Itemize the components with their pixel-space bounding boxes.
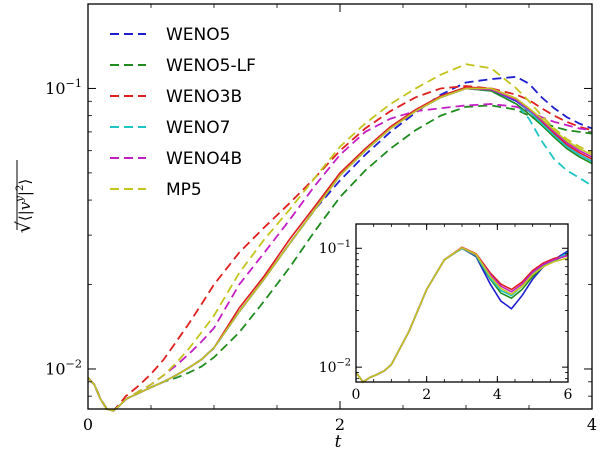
legend-label-weno5-lf: WENO5-LF xyxy=(166,56,256,76)
main-series-group xyxy=(87,63,593,412)
main-y-tick-label-base: 10 xyxy=(45,79,65,98)
legend-label-weno5: WENO5 xyxy=(166,25,230,45)
y-axis-label-open: ⟨| xyxy=(16,210,34,221)
series-dashed-weno5-lf xyxy=(87,104,593,412)
x-axis-label: t xyxy=(335,432,342,452)
y-axis-label-sup-y: y xyxy=(15,196,26,203)
y-axis-label-sup-2: 2 xyxy=(15,185,26,191)
series-dashed-mp5 xyxy=(87,63,593,412)
inset-x-tick-label: 6 xyxy=(564,387,573,403)
y-axis-label-text: √⟨|vy|2⟩ xyxy=(13,179,35,233)
y-axis-label-end: ⟩ xyxy=(16,179,34,185)
inset-x-tick-label: 0 xyxy=(352,387,361,403)
main-axes: 0 2 410−210−1 xyxy=(45,3,597,434)
inset-y-tick-label: 10−1 xyxy=(319,239,351,257)
main-y-tick-label-exp: −1 xyxy=(66,77,83,90)
inset-y-tick-label-base: 10 xyxy=(319,360,337,376)
inset-x-tick-label: 4 xyxy=(493,387,502,403)
main-x-tick-label: 2 xyxy=(335,415,345,434)
y-axis-label: √⟨|vy|2⟩ xyxy=(13,160,35,233)
inset-x-tick-label: 2 xyxy=(422,387,431,403)
legend-label-weno4b: WENO4B xyxy=(166,149,242,169)
main-y-tick-label: 10−2 xyxy=(45,357,82,378)
inset-y-tick-label-exp: −2 xyxy=(337,358,351,369)
inset-background xyxy=(354,224,568,382)
legend-label-weno7: WENO7 xyxy=(166,118,230,138)
main-y-tick-label: 10−1 xyxy=(45,77,82,98)
inset-y-tick-label-exp: −1 xyxy=(337,239,351,250)
main-x-tick-label: 0 xyxy=(83,415,93,434)
main-x-tick-label: 4 xyxy=(587,415,597,434)
inset-axes: 0 2 4 610−210−1 xyxy=(319,223,573,403)
y-axis-label-close: | xyxy=(16,191,34,196)
y-axis-label-radical: √ xyxy=(13,220,35,233)
legend-label-weno3b: WENO3B xyxy=(166,87,242,107)
legend: WENO5 WENO5-LF WENO3B WENO7 WENO4B MP5 xyxy=(110,25,256,200)
inset-y-tick-label-base: 10 xyxy=(319,241,337,257)
inset-series-mp5 xyxy=(355,246,569,384)
main-y-tick-label-base: 10 xyxy=(45,360,65,379)
y-axis-label-v: v xyxy=(16,201,34,210)
legend-label-mp5: MP5 xyxy=(166,180,202,200)
series-solid-mp5 xyxy=(87,87,593,412)
inset-y-tick-label: 10−2 xyxy=(319,358,351,376)
series-dashed-weno3b xyxy=(87,85,593,412)
main-y-tick-label-exp: −2 xyxy=(66,357,83,370)
inset-series-group xyxy=(355,246,569,384)
